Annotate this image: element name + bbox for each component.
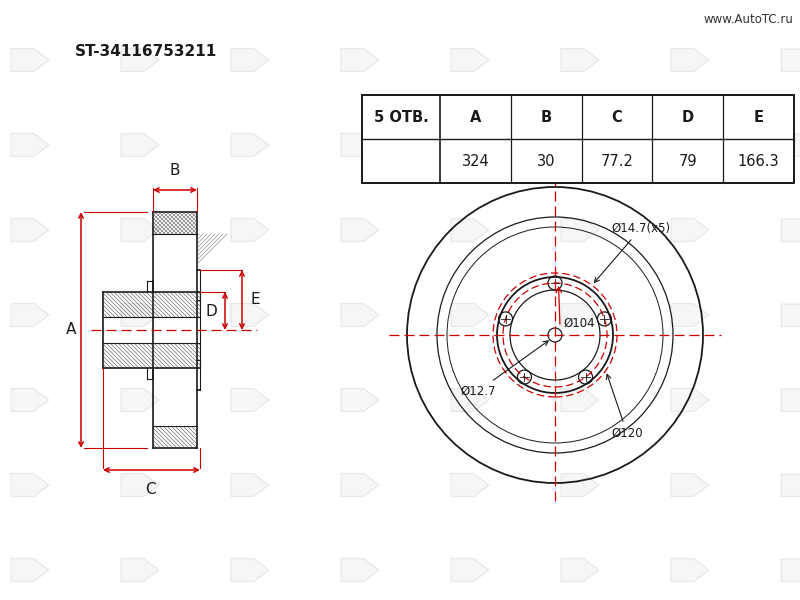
Polygon shape [11,218,49,241]
Polygon shape [231,473,269,496]
Text: D: D [682,109,694,124]
Polygon shape [341,304,379,326]
Polygon shape [11,389,49,412]
Text: www.AutoTC.ru: www.AutoTC.ru [703,13,793,26]
Text: Ø14.7(x5): Ø14.7(x5) [594,222,670,283]
Polygon shape [561,473,599,496]
Polygon shape [781,134,800,157]
PathPatch shape [103,292,200,317]
Polygon shape [451,218,489,241]
Polygon shape [231,559,269,581]
Text: E: E [754,109,763,124]
Polygon shape [451,389,489,412]
Polygon shape [671,218,709,241]
Text: Ø12.7: Ø12.7 [460,341,548,398]
Polygon shape [561,218,599,241]
Polygon shape [781,304,800,326]
Polygon shape [671,389,709,412]
Text: 77.2: 77.2 [601,154,634,169]
Polygon shape [781,49,800,71]
Text: 30: 30 [537,154,555,169]
Polygon shape [341,49,379,71]
Polygon shape [11,134,49,157]
Polygon shape [561,134,599,157]
Text: D: D [206,304,217,319]
Text: E: E [250,292,260,307]
Polygon shape [671,559,709,581]
Polygon shape [451,559,489,581]
Polygon shape [671,134,709,157]
Polygon shape [121,473,159,496]
Polygon shape [11,559,49,581]
PathPatch shape [153,426,197,448]
Polygon shape [121,134,159,157]
Text: B: B [541,109,552,124]
Text: A: A [66,323,76,337]
Text: Ø104: Ø104 [563,317,594,329]
Text: C: C [612,109,622,124]
Polygon shape [781,218,800,241]
Polygon shape [11,304,49,326]
Polygon shape [671,49,709,71]
Text: Ø120: Ø120 [606,374,643,440]
Polygon shape [561,559,599,581]
Polygon shape [671,304,709,326]
Polygon shape [781,473,800,496]
Polygon shape [781,559,800,581]
Polygon shape [231,134,269,157]
Polygon shape [451,134,489,157]
Polygon shape [341,134,379,157]
Bar [362,95,794,183]
Polygon shape [231,218,269,241]
Polygon shape [451,304,489,326]
Polygon shape [121,304,159,326]
Polygon shape [11,49,49,71]
Polygon shape [231,389,269,412]
Text: 166.3: 166.3 [738,154,779,169]
Polygon shape [231,304,269,326]
Polygon shape [561,49,599,71]
Polygon shape [121,559,159,581]
Text: 324: 324 [462,154,490,169]
Text: A: A [470,109,481,124]
Text: B: B [170,163,180,178]
Polygon shape [341,389,379,412]
Polygon shape [341,218,379,241]
Polygon shape [121,389,159,412]
Polygon shape [561,304,599,326]
Polygon shape [231,49,269,71]
Polygon shape [671,473,709,496]
PathPatch shape [153,212,197,234]
Polygon shape [341,559,379,581]
Text: ST-34116753211: ST-34116753211 [75,44,218,59]
Polygon shape [341,473,379,496]
Polygon shape [561,389,599,412]
Polygon shape [11,473,49,496]
Text: C: C [145,482,155,497]
Polygon shape [121,218,159,241]
Text: 79: 79 [678,154,697,169]
Polygon shape [121,49,159,71]
PathPatch shape [103,343,200,368]
Polygon shape [451,49,489,71]
Polygon shape [451,473,489,496]
Text: 5 ОТВ.: 5 ОТВ. [374,109,428,124]
Polygon shape [781,389,800,412]
